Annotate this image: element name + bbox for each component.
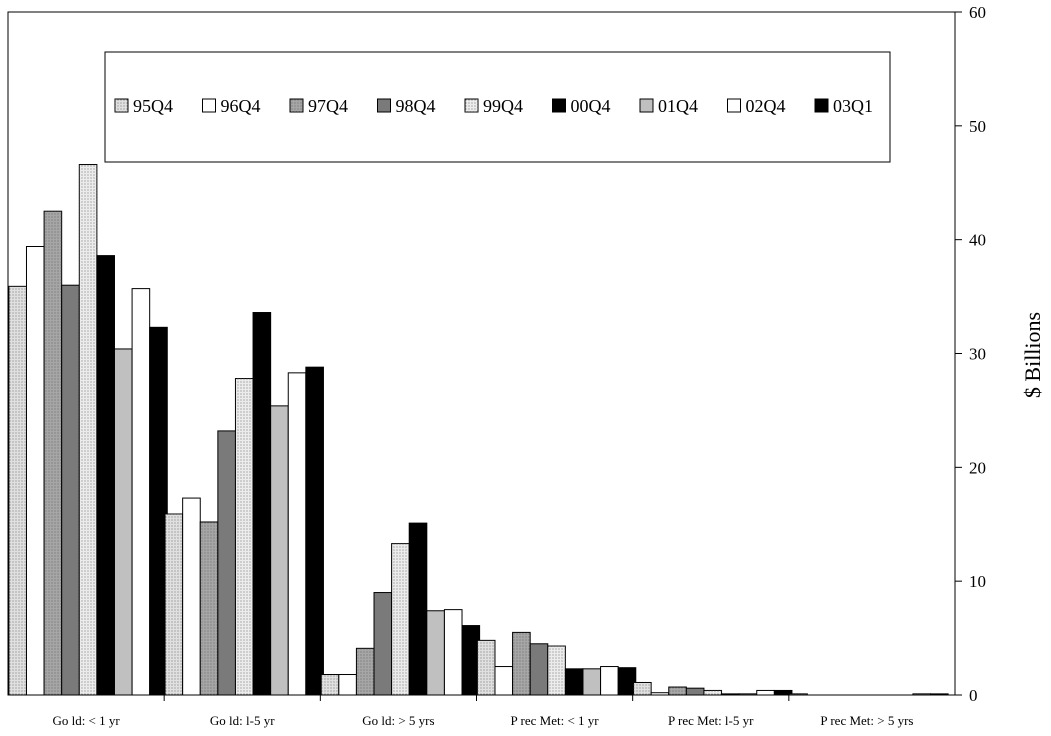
bar-texture <box>633 682 652 695</box>
bar-02Q4-3 <box>600 666 619 696</box>
legend-label-96Q4: 96Q4 <box>221 96 261 116</box>
legend-label-03Q1: 03Q1 <box>833 96 873 116</box>
bar-texture <box>235 378 254 695</box>
bar-texture <box>321 674 339 695</box>
legend-label-97Q4: 97Q4 <box>308 96 348 116</box>
y-tick-label: 60 <box>969 3 986 22</box>
legend-swatch-98Q4 <box>377 98 391 113</box>
bar-98Q4-1 <box>217 430 236 696</box>
bar-texture <box>477 640 495 695</box>
bar-texture <box>391 543 410 695</box>
y-tick-label: 0 <box>969 686 978 705</box>
y-tick-label: 10 <box>969 572 986 591</box>
bar-texture <box>200 521 218 695</box>
bar-03Q1-1 <box>305 366 324 696</box>
bar-98Q4-4 <box>685 687 705 696</box>
legend-swatch-03Q1 <box>814 98 829 113</box>
legend-swatch-96Q4 <box>202 98 216 113</box>
x-category-label: P rec Met: < 1 yr <box>511 713 600 728</box>
x-category-label: Go ld: > 5 yrs <box>362 713 434 728</box>
bar-00Q4-0 <box>96 255 115 696</box>
bar-00Q4-3 <box>564 668 584 696</box>
bar-96Q4-1 <box>182 497 201 696</box>
legend-box <box>104 51 891 163</box>
legend-label-02Q4: 02Q4 <box>746 96 786 116</box>
bar-02Q4-2 <box>443 609 463 696</box>
bar-02Q4-4 <box>756 689 775 696</box>
legend-swatch-01Q4 <box>639 98 654 113</box>
legend-swatch-texture <box>465 99 478 112</box>
bar-02Q4-1 <box>287 372 307 696</box>
bar-texture <box>547 646 566 695</box>
x-category-label: P rec Met: l-5 yr <box>668 713 754 728</box>
bar-texture <box>668 687 687 695</box>
bar-texture <box>789 693 808 695</box>
legend-swatch-texture <box>290 99 303 112</box>
bar-98Q4-3 <box>529 643 549 696</box>
x-category-label: Go ld: l-5 yr <box>210 713 275 728</box>
bar-00Q4-2 <box>408 522 428 696</box>
bar-98Q4-0 <box>61 284 80 696</box>
bar-00Q4-1 <box>252 312 272 696</box>
bar-96Q4-0 <box>25 245 45 696</box>
y-axis-title: $ Billions <box>1020 312 1045 398</box>
legend-label-95Q4: 95Q4 <box>133 96 173 116</box>
bar-01Q4-2 <box>426 610 445 696</box>
bar-texture <box>356 648 375 695</box>
legend-label-99Q4: 99Q4 <box>483 96 523 116</box>
legend-label-01Q4: 01Q4 <box>658 96 698 116</box>
x-category-label: Go ld: < 1 yr <box>52 713 120 728</box>
bar-98Q4-2 <box>373 592 393 696</box>
legend-label-98Q4: 98Q4 <box>396 96 436 116</box>
bar-01Q4-1 <box>270 405 289 696</box>
legend-swatch-00Q4 <box>552 98 566 113</box>
bar-texture <box>8 286 27 695</box>
bar-96Q4-2 <box>338 674 357 696</box>
legend-label-00Q4: 00Q4 <box>571 96 611 116</box>
legend-swatch-texture <box>115 99 128 112</box>
bar-02Q4-0 <box>131 288 151 696</box>
x-category-label: P rec Met: > 5 yrs <box>820 713 913 728</box>
bar-96Q4-3 <box>494 666 514 696</box>
legend-swatch-02Q4 <box>727 98 741 113</box>
bar-texture <box>79 164 97 695</box>
bar-texture <box>44 211 62 696</box>
bar-01Q4-0 <box>113 348 133 696</box>
bar-texture <box>165 514 183 695</box>
y-tick-label: 20 <box>969 458 986 477</box>
bar-texture <box>512 632 531 695</box>
y-tick-label: 40 <box>969 231 986 250</box>
bar-texture <box>703 690 722 695</box>
y-tick-label: 50 <box>969 117 986 136</box>
bar-01Q4-3 <box>582 668 602 696</box>
y-tick-label: 30 <box>969 345 986 364</box>
